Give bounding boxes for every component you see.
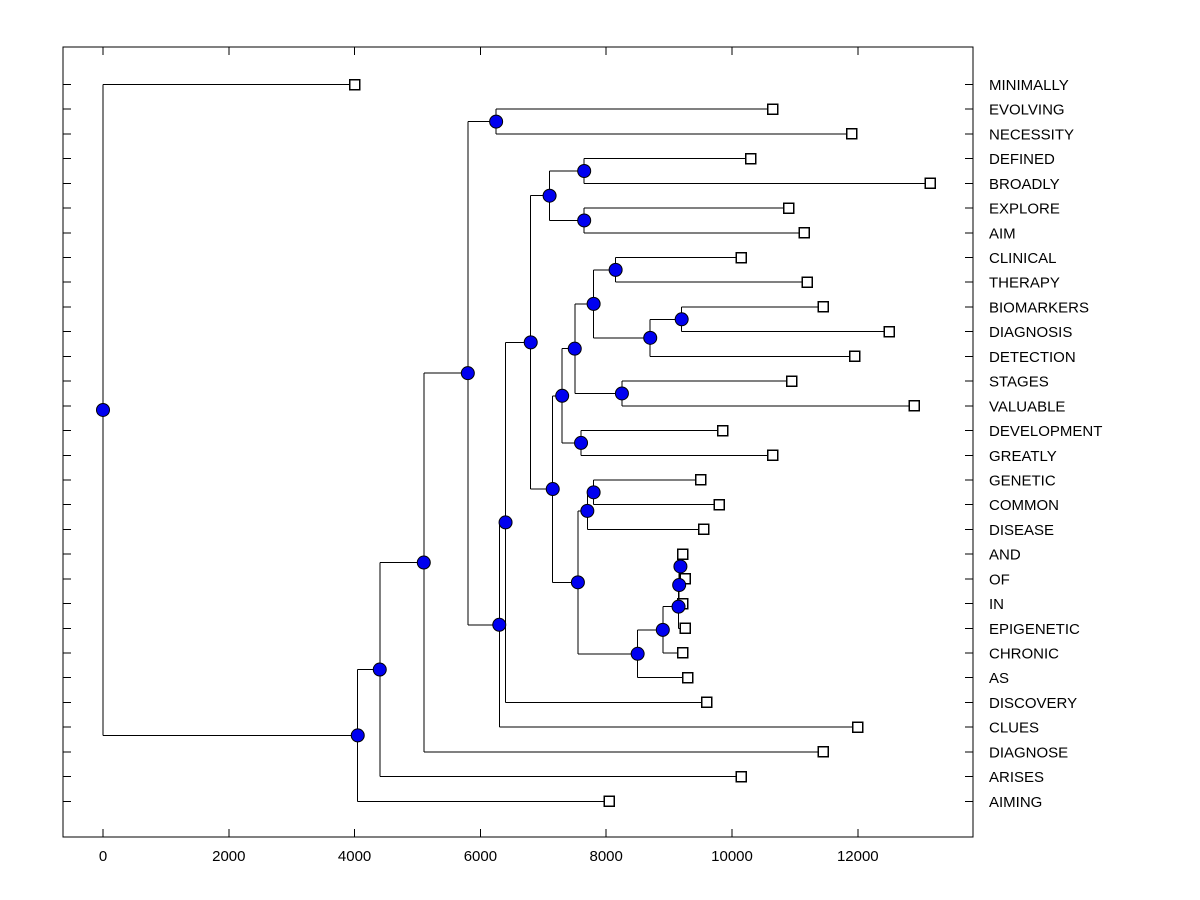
leaf-node-marker[interactable] (701, 696, 713, 709)
x-tick-label: 8000 (590, 848, 623, 865)
internal-node-marker[interactable] (489, 114, 504, 129)
leaf-node-marker[interactable] (798, 227, 811, 239)
internal-node-marker[interactable] (555, 388, 570, 403)
internal-node-marker[interactable] (570, 575, 585, 590)
leaf-node-marker[interactable] (677, 548, 689, 560)
leaf-label: AS (989, 670, 1009, 687)
leaf-node-marker[interactable] (845, 128, 858, 140)
internal-node-marker[interactable] (671, 599, 686, 614)
internal-node-marker[interactable] (523, 335, 538, 350)
internal-node-marker[interactable] (545, 482, 560, 497)
leaf-node-marker[interactable] (883, 325, 895, 338)
leaf-node-marker[interactable] (682, 671, 694, 684)
leaf-node-marker[interactable] (786, 375, 798, 387)
leaf-label: CLINICAL (989, 250, 1057, 267)
leaf-label: THERAPY (989, 275, 1060, 292)
leaf-label: DISEASE (989, 522, 1054, 539)
internal-node-marker[interactable] (416, 555, 431, 570)
axes-box (62, 46, 974, 838)
leaf-node-marker[interactable] (801, 276, 814, 288)
internal-node-marker[interactable] (350, 728, 365, 743)
internal-node-marker[interactable] (608, 262, 623, 277)
leaf-label: OF (989, 571, 1010, 588)
internal-node-marker[interactable] (673, 559, 688, 574)
leaf-label: STAGES (989, 374, 1049, 391)
internal-node-marker[interactable] (674, 312, 689, 327)
leaf-node-marker[interactable] (852, 721, 864, 733)
internal-node-marker[interactable] (498, 515, 513, 530)
internal-node-marker[interactable] (655, 622, 670, 637)
leaf-label: EVOLVING (989, 102, 1065, 119)
leaf-node-marker[interactable] (848, 350, 861, 363)
internal-node-marker[interactable] (630, 646, 645, 661)
internal-node-marker[interactable] (372, 662, 387, 677)
leaf-label: CLUES (989, 720, 1039, 737)
leaf-label: DETECTION (989, 349, 1076, 366)
leaf-label: BIOMARKERS (989, 299, 1089, 316)
leaf-label: GREATLY (989, 448, 1057, 465)
internal-node-marker[interactable] (586, 485, 601, 500)
leaf-node-marker[interactable] (679, 622, 692, 635)
leaf-node-marker[interactable] (782, 202, 795, 214)
internal-node-marker[interactable] (460, 366, 475, 381)
leaf-label: GENETIC (989, 472, 1056, 489)
leaf-label: EPIGENETIC (989, 621, 1080, 638)
leaf-node-marker[interactable] (348, 78, 361, 91)
leaf-label: AND (989, 547, 1021, 564)
internal-node-marker[interactable] (574, 435, 589, 450)
leaf-node-marker[interactable] (767, 103, 779, 115)
leaf-label: ARISES (989, 769, 1044, 786)
leaf-label: COMMON (989, 497, 1059, 514)
leaf-node-marker[interactable] (817, 746, 829, 758)
leaf-node-marker[interactable] (735, 770, 748, 783)
leaf-node-marker[interactable] (817, 301, 829, 313)
x-tick-label: 0 (99, 848, 107, 865)
leaf-node-marker[interactable] (924, 177, 936, 190)
leaf-node-marker[interactable] (908, 400, 921, 412)
leaf-node-marker[interactable] (677, 647, 689, 659)
leaf-label: IN (989, 596, 1004, 613)
leaf-label: BROADLY (989, 176, 1060, 193)
x-tick-label: 2000 (212, 848, 245, 865)
internal-node-marker[interactable] (643, 330, 658, 345)
leaf-node-marker[interactable] (745, 152, 757, 165)
leaf-node-marker[interactable] (694, 474, 707, 486)
leaf-label: DEFINED (989, 151, 1055, 168)
x-tick-label: 6000 (464, 848, 497, 865)
x-tick-label: 12000 (837, 848, 879, 865)
internal-node-marker[interactable] (586, 296, 601, 311)
internal-node-marker[interactable] (567, 341, 582, 356)
leaf-node-marker[interactable] (735, 251, 748, 264)
internal-node-marker[interactable] (580, 503, 595, 518)
leaf-label: DISCOVERY (989, 695, 1077, 712)
leaf-node-marker[interactable] (767, 449, 779, 462)
leaf-label: CHRONIC (989, 645, 1059, 662)
internal-node-marker[interactable] (492, 617, 507, 632)
leaf-label: MINIMALLY (989, 77, 1069, 94)
internal-node-marker[interactable] (672, 578, 687, 593)
leaf-label: AIMING (989, 794, 1042, 811)
leaf-node-marker[interactable] (716, 424, 729, 437)
leaf-label: AIM (989, 225, 1016, 242)
internal-node-marker[interactable] (96, 402, 110, 417)
leaf-label: DEVELOPMENT (989, 423, 1102, 440)
x-tick-label: 10000 (711, 848, 753, 865)
leaf-node-marker[interactable] (603, 795, 616, 808)
leaf-label: DIAGNOSE (989, 744, 1068, 761)
x-tick-label: 4000 (338, 848, 371, 865)
leaf-label: DIAGNOSIS (989, 324, 1072, 341)
internal-node-marker[interactable] (577, 213, 592, 228)
internal-node-marker[interactable] (614, 386, 629, 401)
internal-node-marker[interactable] (542, 188, 557, 203)
leaf-label: EXPLORE (989, 201, 1060, 218)
internal-node-marker[interactable] (577, 164, 592, 179)
leaf-label: NECESSITY (989, 126, 1074, 143)
leaf-node-marker[interactable] (713, 498, 726, 511)
leaf-label: VALUABLE (989, 398, 1065, 415)
leaf-node-marker[interactable] (697, 523, 710, 536)
